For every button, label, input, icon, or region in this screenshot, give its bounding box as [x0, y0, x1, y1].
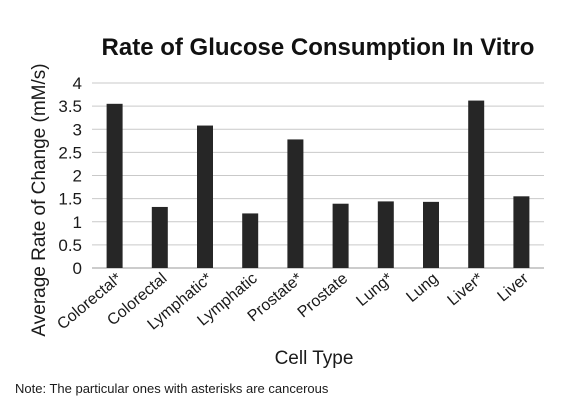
chart-title: Rate of Glucose Consumption In Vitro — [102, 34, 535, 61]
y-tick-label: 0 — [73, 259, 82, 278]
bar — [513, 196, 530, 268]
bar — [197, 125, 213, 268]
y-tick-label: 4 — [73, 74, 82, 93]
x-tick-label: Liver — [494, 270, 532, 306]
y-tick-label: 1.5 — [58, 190, 82, 209]
y-tick-label: 0.5 — [58, 236, 82, 255]
footnote: Note: The particular ones with asterisks… — [15, 381, 329, 396]
bar — [423, 201, 439, 268]
bars — [106, 100, 530, 268]
bar — [106, 103, 123, 268]
bar — [468, 100, 485, 268]
y-tick-label: 3 — [73, 120, 82, 139]
bar — [151, 206, 168, 268]
y-tick-label: 1 — [73, 213, 82, 232]
x-tick-label: Prostate — [295, 270, 352, 321]
bar — [287, 139, 304, 268]
y-axis-label: Average Rate of Change (mM/s) — [29, 63, 50, 336]
y-tick-label: 2 — [73, 167, 82, 186]
x-tick-label: Lung — [403, 270, 441, 306]
y-tick-label: 3.5 — [58, 97, 82, 116]
bar — [332, 203, 349, 268]
x-tick-label: Liver* — [445, 270, 487, 309]
y-axis-ticks: 0 0.5 1 1.5 2 2.5 3 3.5 4 — [58, 74, 82, 278]
bar — [377, 201, 394, 268]
x-axis-label: Cell Type — [275, 348, 354, 369]
bar — [242, 213, 259, 268]
y-tick-label: 2.5 — [58, 143, 82, 162]
x-axis-ticks: Colorectal*ColorectalLymphatic*Lymphatic… — [54, 270, 532, 334]
x-tick-label: Lung* — [353, 270, 396, 310]
